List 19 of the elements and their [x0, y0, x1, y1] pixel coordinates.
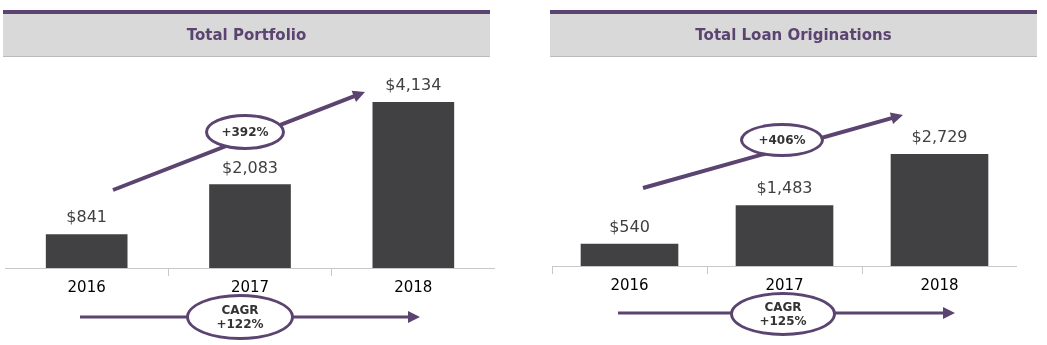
x-tick-label: 2018: [920, 275, 959, 294]
oval-outline: +392%: [205, 114, 285, 150]
x-tick-label: 2016: [67, 277, 106, 296]
chart-title: Total Portfolio: [186, 26, 307, 44]
data-label: $2,729: [911, 127, 968, 147]
data-label: $4,134: [385, 75, 442, 95]
x-tick-label: 2018: [394, 277, 433, 296]
oval-outline: CAGR +122%: [186, 294, 294, 340]
data-label: $540: [609, 216, 650, 236]
annotation: +392%: [221, 125, 269, 139]
data-label: $841: [66, 207, 108, 227]
data-label: $2,083: [222, 157, 278, 177]
x-tick-label: 2016: [610, 275, 649, 294]
x-tick-label: 2017: [765, 275, 804, 294]
chart-title: Total Loan Originations: [695, 26, 892, 44]
x-tick-label: 2017: [230, 277, 270, 296]
oval-outline: +406%: [740, 123, 824, 157]
data-label: $1,483: [756, 178, 813, 198]
oval-outline: CAGR +125%: [730, 292, 836, 336]
